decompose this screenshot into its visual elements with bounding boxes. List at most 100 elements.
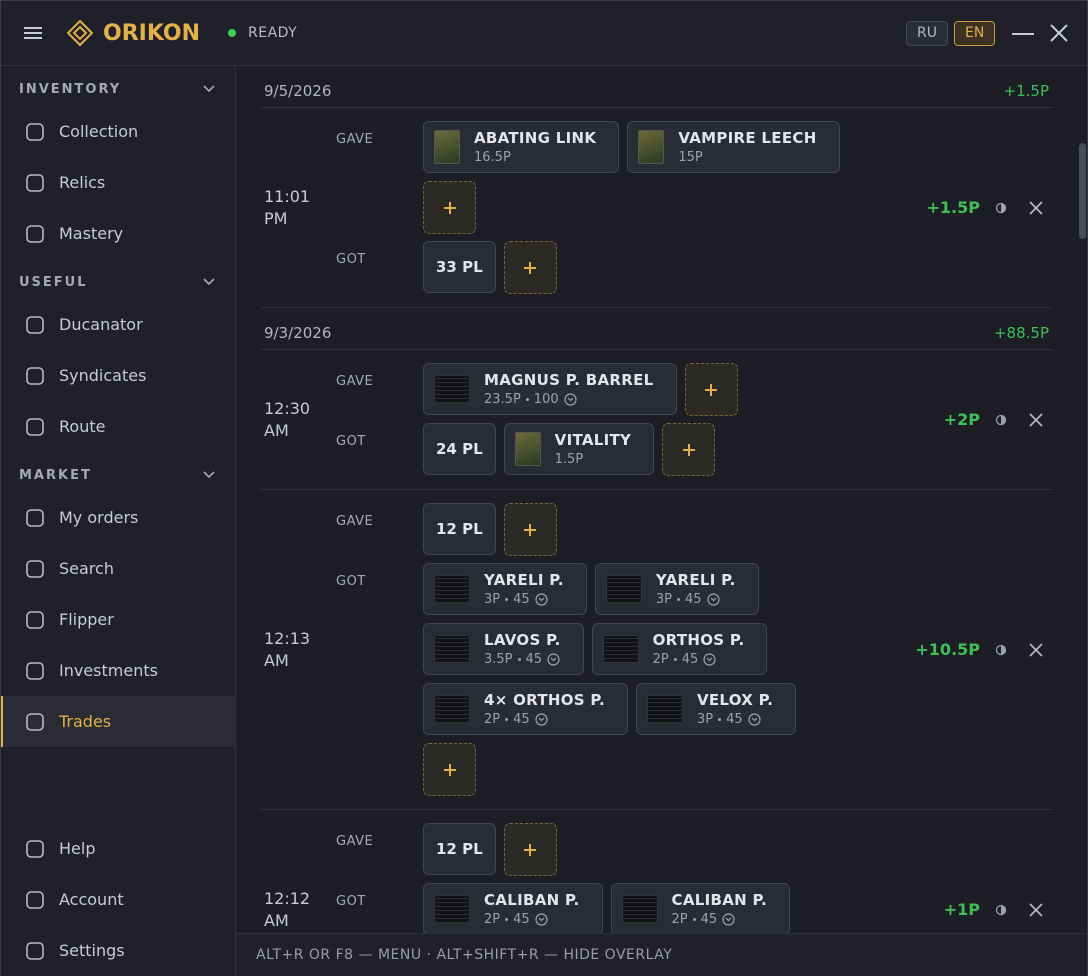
section-header[interactable]: MARKET — [1, 452, 235, 492]
item-ducats: 45 — [681, 652, 699, 667]
item-ducats: 45 — [726, 712, 743, 727]
item-card[interactable]: 4× ORTHOS P. 2P 45 — [423, 683, 628, 735]
item-thumb — [514, 432, 541, 466]
section-header[interactable]: INVENTORY — [1, 66, 235, 106]
item-card[interactable]: VAMPIRE LEECH 15P — [627, 121, 840, 173]
delete-button[interactable] — [1029, 902, 1043, 917]
menu-button[interactable] — [23, 24, 45, 42]
item-name: MAGNUS P. BARREL — [484, 371, 654, 389]
item-thumb — [602, 635, 639, 663]
nav-item[interactable]: Settings — [1, 925, 235, 976]
nav-item[interactable]: My orders — [1, 492, 235, 543]
section-title: INVENTORY — [19, 81, 122, 97]
status-indicator[interactable] — [995, 644, 1007, 656]
platinum-chip[interactable]: 33 PL — [423, 241, 496, 293]
item-card[interactable]: VELOX P. 3P 45 — [635, 683, 797, 735]
add-item-button[interactable] — [503, 503, 557, 556]
add-item-button[interactable] — [684, 363, 738, 416]
item-card[interactable]: YARELI P. 3P 45 — [423, 563, 587, 615]
add-item-button[interactable] — [503, 823, 557, 876]
delete-button[interactable] — [1029, 200, 1043, 215]
item-name: VAMPIRE LEECH — [678, 129, 817, 147]
item-card[interactable]: YARELI P. 3P 45 — [594, 563, 759, 615]
item-ducats: 100 — [533, 392, 559, 407]
trade-group: GOT 33 PL — [336, 241, 903, 294]
trade-group: GAVE MAGNUS P. BARREL 23.5P 100 — [336, 363, 903, 416]
nav-label: Help — [59, 839, 96, 858]
nav-item[interactable]: Mastery — [1, 208, 235, 259]
group-label: GOT — [336, 252, 366, 267]
item-card[interactable]: ABATING LINK 16.5P — [423, 121, 620, 173]
item-card[interactable]: CALIBAN P. 2P 45 — [423, 883, 603, 933]
language-button[interactable]: RU — [906, 21, 948, 46]
item-thumb — [621, 895, 658, 923]
item-meta: 2P 45 — [672, 912, 768, 927]
trade-time: 12:13 AM — [264, 628, 311, 670]
close-button[interactable] — [1049, 23, 1069, 43]
nav-icon — [26, 315, 44, 334]
plus-icon — [443, 763, 456, 776]
status-indicator[interactable] — [995, 904, 1007, 916]
item-ducats: 45 — [513, 592, 530, 607]
nav-item[interactable]: Investments — [1, 645, 235, 696]
separator — [525, 398, 529, 401]
delete-button[interactable] — [1029, 412, 1043, 427]
nav-label: Relics — [59, 173, 106, 192]
item-card[interactable]: CALIBAN P. 2P 45 — [610, 883, 791, 933]
add-item-button[interactable] — [662, 423, 716, 476]
plus-icon — [524, 523, 537, 536]
nav-icon — [26, 941, 44, 960]
item-meta: 16.5P — [474, 150, 596, 165]
platinum-chip[interactable]: 24 PL — [423, 423, 496, 475]
add-item-button[interactable] — [423, 181, 476, 234]
item-thumb — [434, 635, 470, 663]
delete-button[interactable] — [1029, 642, 1043, 657]
nav-item[interactable]: Route — [1, 401, 235, 452]
nav-icon — [26, 559, 44, 578]
item-name: CALIBAN P. — [484, 891, 580, 909]
trade-time: 12:30 AM — [264, 398, 311, 440]
status-indicator[interactable] — [995, 414, 1007, 426]
language-button[interactable]: EN — [953, 21, 996, 46]
minimize-button[interactable] — [1011, 21, 1035, 45]
hotkey-hint: ALT+R OR F8 — MENU · ALT+SHIFT+R — HIDE … — [236, 933, 1087, 976]
trade-groups: GAVE 12 PL GOT YARELI P. 3P 45 YARELI P. 3P 45 LA… — [336, 503, 903, 796]
nav-item[interactable]: Trades — [1, 696, 235, 747]
trade-group: GOT 24 PL VITALITY 1.5P — [336, 423, 903, 476]
item-name: VITALITY — [554, 431, 632, 449]
add-item-button[interactable] — [503, 241, 557, 294]
group-label: GOT — [336, 894, 366, 909]
add-item-button[interactable] — [423, 743, 476, 796]
nav-label: Route — [59, 417, 106, 436]
item-card[interactable]: LAVOS P. 3.5P 45 — [423, 623, 584, 675]
item-card[interactable]: VITALITY 1.5P — [503, 423, 655, 475]
item-ducats: 45 — [700, 912, 718, 927]
item-name: CALIBAN P. — [671, 891, 768, 909]
section-header[interactable]: USEFUL — [1, 259, 235, 299]
platinum-chip[interactable]: 12 PL — [423, 503, 496, 555]
scrollbar-thumb[interactable] — [1079, 143, 1086, 239]
item-meta: 3P 45 — [656, 592, 736, 607]
item-thumb — [605, 575, 642, 603]
nav-item[interactable]: Collection — [1, 106, 235, 157]
nav-item[interactable]: Account — [1, 874, 235, 925]
item-card[interactable]: MAGNUS P. BARREL 23.5P 100 — [423, 363, 677, 415]
nav-item[interactable]: Syndicates — [1, 350, 235, 401]
nav-item[interactable]: Search — [1, 543, 235, 594]
status-indicator[interactable] — [995, 202, 1007, 214]
nav-item[interactable]: Flipper — [1, 594, 235, 645]
plus-icon — [682, 443, 695, 456]
ducat-icon — [535, 713, 548, 726]
group-label: GOT — [336, 434, 366, 449]
item-card[interactable]: ORTHOS P. 2P 45 — [591, 623, 768, 675]
nav-item[interactable]: Help — [1, 823, 235, 874]
platinum-chip[interactable]: 12 PL — [423, 823, 496, 875]
trade-actions: +1.5P — [903, 198, 1053, 217]
item-text: VAMPIRE LEECH 15P — [678, 129, 816, 165]
title-bar: ORIKON READY RU EN — [1, 1, 1087, 66]
separator — [505, 918, 509, 921]
nav-item[interactable]: Relics — [1, 157, 235, 208]
item-meta: 1.5P — [555, 452, 632, 467]
nav-item[interactable]: Ducanator — [1, 299, 235, 350]
trade-groups: GAVE 12 PL GOT CALIBAN P. 2P 45 CALIBAN P. 2P 45… — [336, 823, 903, 933]
